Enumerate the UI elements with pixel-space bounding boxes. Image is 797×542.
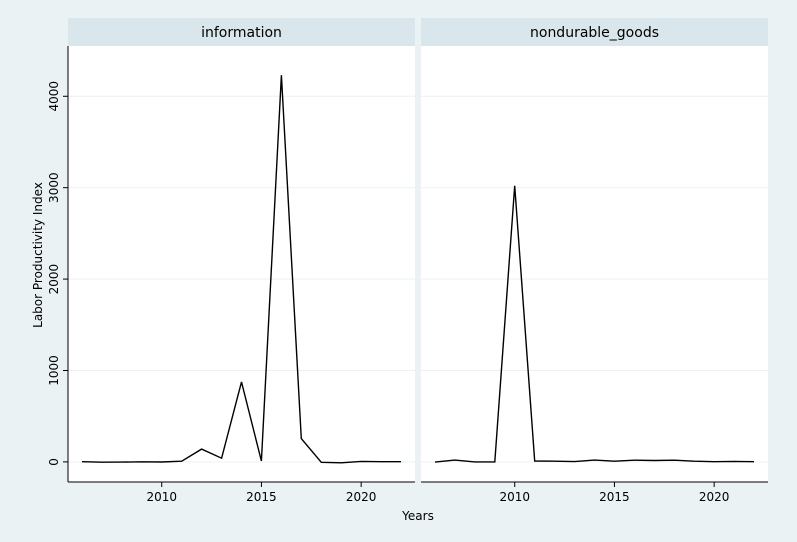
x-tick-label: 2010 xyxy=(146,490,177,504)
y-tick-label: 0 xyxy=(47,458,61,466)
panels: information 2010 2015 2020 0 1000 2000 3000 4000… xyxy=(47,18,768,504)
series-line-information xyxy=(81,75,401,464)
y-tick-label: 3000 xyxy=(47,172,61,203)
panel-nondurable_goods: nondurable_goods 2010 2015 2020 xyxy=(421,18,768,504)
x-tick-label: 2010 xyxy=(499,490,530,504)
plot-area xyxy=(68,46,415,482)
panel-title: information xyxy=(201,25,282,41)
y-tick-label: 4000 xyxy=(47,81,61,112)
x-axis-title: Years xyxy=(401,509,434,523)
y-tick-label: 2000 xyxy=(47,264,61,295)
x-tick-label: 2015 xyxy=(246,490,277,504)
panel-strip xyxy=(68,18,415,46)
plot-area xyxy=(421,46,768,482)
x-tick-label: 2020 xyxy=(699,490,730,504)
y-axis-title: Labor Productivity Index xyxy=(31,182,45,328)
y-tick-label: 1000 xyxy=(47,355,61,386)
panel-information: information 2010 2015 2020 0 1000 2000 3000 4000 xyxy=(47,18,415,504)
panel-title: nondurable_goods xyxy=(530,25,659,41)
x-tick-label: 2015 xyxy=(599,490,630,504)
series-line-nondurable_goods xyxy=(434,185,755,463)
x-tick-label: 2020 xyxy=(346,490,377,504)
panel-strip xyxy=(421,18,768,46)
